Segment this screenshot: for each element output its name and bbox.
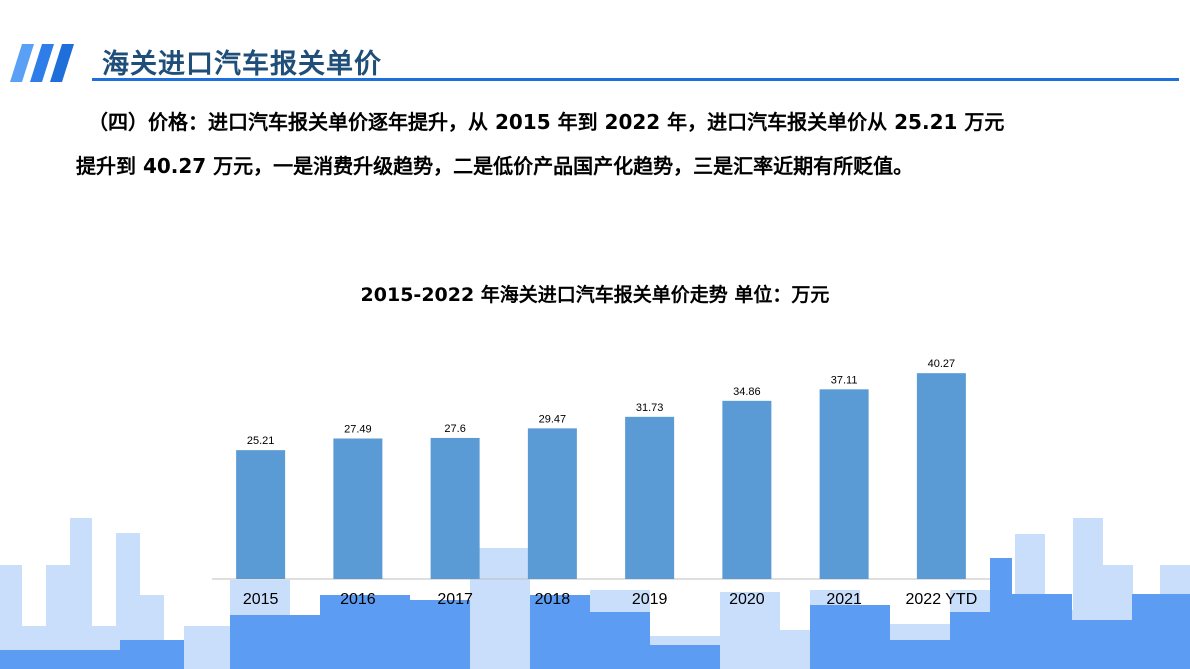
- summary-line-2: 提升到 40.27 万元，一是消费升级趋势，二是低价产品国产化趋势，三是汇率近期…: [76, 154, 914, 178]
- bar-2022-ytd: [916, 373, 966, 579]
- bar-2015: [236, 450, 286, 579]
- x-tick-label: 2020: [729, 591, 765, 608]
- summary-paragraph: （四）价格：进口汽车报关单价逐年提升，从 2015 年到 2022 年，进口汽车…: [76, 100, 1156, 188]
- data-label: 25.21: [247, 435, 275, 447]
- x-tick-label: 2015: [243, 591, 279, 608]
- x-tick-label: 2019: [632, 591, 668, 608]
- x-tick-label: 2017: [437, 591, 473, 608]
- bar-2021: [819, 389, 869, 579]
- bar-2019: [625, 416, 675, 579]
- x-tick-label: 2022 YTD: [906, 591, 978, 608]
- x-tick-label: 2021: [826, 591, 862, 608]
- bar-2016: [333, 438, 383, 579]
- bar-2018: [527, 428, 577, 579]
- data-label: 27.6: [444, 423, 465, 435]
- bar-2020: [722, 400, 772, 579]
- x-tick-label: 2018: [535, 591, 571, 608]
- stripes-logo-icon: [10, 44, 74, 82]
- data-label: 29.47: [539, 413, 567, 425]
- summary-line-1: （四）价格：进口汽车报关单价逐年提升，从 2015 年到 2022 年，进口汽车…: [88, 110, 1005, 134]
- data-label: 31.73: [636, 402, 664, 414]
- bar-2017: [430, 437, 480, 579]
- data-label: 37.11: [831, 374, 858, 386]
- slide-header: 海关进口汽车报关单价: [0, 40, 1190, 84]
- x-tick-label: 2016: [340, 591, 376, 608]
- data-label: 34.86: [733, 386, 761, 398]
- data-label: 27.49: [344, 423, 372, 435]
- page-title: 海关进口汽车报关单价: [102, 49, 382, 80]
- data-label: 40.27: [928, 358, 956, 370]
- header-divider: [92, 78, 1179, 81]
- chart-title: 2015-2022 年海关进口汽车报关单价走势 单位：万元: [360, 284, 830, 306]
